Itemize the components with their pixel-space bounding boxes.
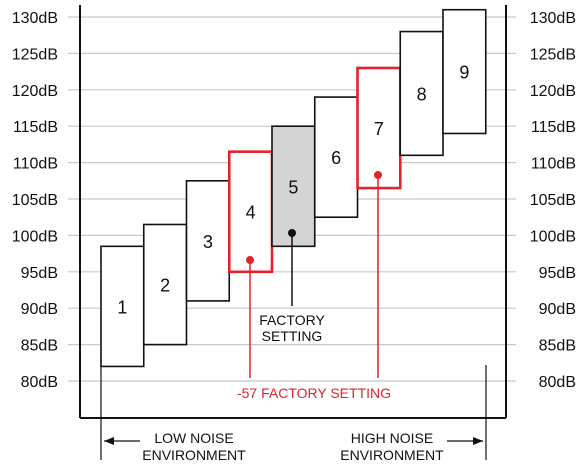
alt-factory-setting-marker: -57 FACTORY SETTING [237, 171, 391, 401]
level-box-1: 1 [100, 245, 145, 368]
level-box-number: 5 [288, 177, 298, 197]
level-box-rect [185, 180, 231, 302]
high-noise-label-line1: HIGH NOISE [351, 430, 433, 446]
level-box-rect [227, 150, 274, 274]
left-tick-label: 120dB [12, 83, 58, 100]
left-tick-label: 130dB [12, 10, 58, 27]
level-box-rect [271, 125, 316, 248]
left-tick-label: 95dB [21, 265, 58, 282]
left-tick-label: 115dB [13, 119, 58, 136]
level-box-7: 7 [356, 66, 402, 190]
chart-frame [79, 5, 507, 419]
level-box-9: 9 [442, 8, 487, 135]
right-tick-label: 120dB [530, 83, 576, 100]
right-arrow-icon [473, 437, 483, 445]
left-tick-label: 125dB [12, 46, 58, 63]
right-tick-labels: 130dB 125dB 120dB 115dB 110dB 105dB 100dB 95dB 9… [530, 10, 576, 391]
left-tick-labels: 130dB 125dB 120dB 115dB 110dB 105dB 100dB 95dB 9… [12, 10, 58, 391]
level-boxes: 1 2 3 4 5 6 7 8 9 [100, 8, 487, 368]
level-box-5: 5 [271, 125, 316, 248]
left-tick-label: 85dB [21, 338, 58, 355]
level-box-rect [142, 223, 188, 346]
level-box-rect [399, 30, 444, 157]
left-tick-label: 80dB [21, 374, 58, 391]
right-tick-label: 95dB [539, 265, 576, 282]
level-box-6: 6 [313, 96, 359, 219]
level-box-rect [356, 66, 402, 190]
level-box-number: 7 [374, 119, 384, 139]
level-box-number: 2 [160, 276, 170, 296]
factory-setting-label-line2: SETTING [262, 328, 323, 344]
level-box-number: 6 [331, 148, 341, 168]
right-tick-label: 125dB [530, 46, 576, 63]
left-tick-label: 90dB [21, 301, 58, 318]
right-tick-label: 110dB [531, 156, 576, 173]
right-tick-label: 90dB [539, 301, 576, 318]
low-noise-label-line1: LOW NOISE [154, 430, 233, 446]
level-box-rect [442, 8, 487, 135]
level-box-8: 8 [399, 30, 444, 157]
factory-setting-marker: FACTORY SETTING [259, 229, 325, 344]
factory-setting-label-line1: FACTORY [259, 312, 325, 328]
level-box-4: 4 [227, 150, 274, 274]
high-noise-label-line2: ENVIRONMENT [340, 447, 444, 463]
left-arrow-icon [104, 437, 114, 445]
level-box-number: 3 [203, 232, 213, 252]
right-tick-label: 85dB [539, 338, 576, 355]
level-box-number: 1 [117, 297, 127, 317]
level-box-number: 9 [459, 63, 469, 83]
environment-axis: LOW NOISE ENVIRONMENT HIGH NOISE ENVIRON… [100, 365, 487, 463]
right-tick-label: 80dB [539, 374, 576, 391]
level-box-number: 8 [417, 84, 427, 104]
level-box-2: 2 [142, 223, 188, 346]
alt-factory-setting-label: -57 FACTORY SETTING [237, 385, 391, 401]
left-tick-label: 100dB [12, 228, 58, 245]
level-box-3: 3 [185, 180, 231, 302]
right-tick-label: 130dB [530, 10, 576, 27]
left-tick-label: 110dB [13, 156, 58, 173]
low-noise-label-line2: ENVIRONMENT [142, 447, 246, 463]
right-tick-label: 115dB [531, 119, 576, 136]
right-tick-label: 100dB [530, 228, 576, 245]
right-tick-label: 105dB [530, 192, 576, 209]
level-box-number: 4 [246, 203, 256, 223]
left-tick-label: 105dB [12, 192, 58, 209]
